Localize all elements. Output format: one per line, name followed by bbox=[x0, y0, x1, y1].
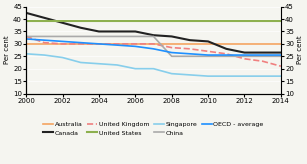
Legend: Australia, Canada, United Kingdom, United States, Singapore, China, OECD - avera: Australia, Canada, United Kingdom, Unite… bbox=[41, 119, 266, 138]
Y-axis label: Per cent: Per cent bbox=[4, 36, 10, 64]
Y-axis label: Per cent: Per cent bbox=[297, 36, 303, 64]
